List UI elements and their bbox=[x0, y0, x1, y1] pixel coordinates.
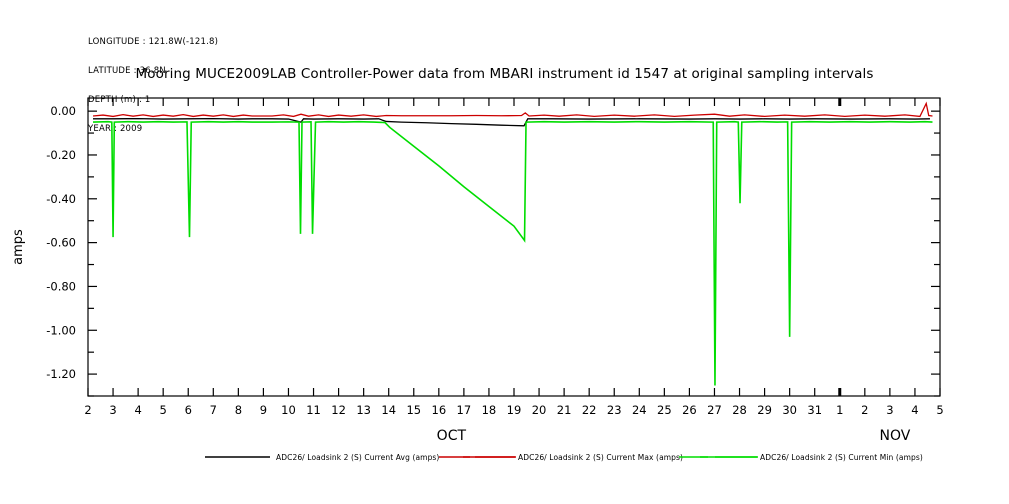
x-axis-tick-label: 7 bbox=[210, 403, 217, 417]
x-axis-tick-label: 14 bbox=[381, 403, 396, 417]
legend-label-min: ADC26/ Loadsink 2 (S) Current Min (amps) bbox=[760, 453, 923, 462]
plot-frame bbox=[87, 97, 941, 397]
x-axis-tick-label: 5 bbox=[936, 403, 943, 417]
x-axis-tick-label: 23 bbox=[607, 403, 622, 417]
x-axis-tick-label: 9 bbox=[260, 403, 267, 417]
x-axis-month-primary: OCT bbox=[437, 428, 467, 444]
longitude-text: LONGITUDE : 121.8W(-121.8) bbox=[88, 37, 219, 48]
x-axis-tick-label: 1 bbox=[836, 403, 843, 417]
y-axis-tick-label: -0.40 bbox=[46, 192, 76, 206]
y-axis-tick-label: 0.00 bbox=[50, 104, 76, 118]
x-axis-tick-label: 31 bbox=[807, 403, 822, 417]
x-axis-tick-label: 3 bbox=[109, 403, 116, 417]
x-axis-tick-label: 22 bbox=[582, 403, 597, 417]
x-axis-tick-label: 29 bbox=[757, 403, 772, 417]
x-axis-tick-label: 8 bbox=[235, 403, 242, 417]
x-axis-tick-label: 2 bbox=[861, 403, 868, 417]
series-line-max bbox=[92, 101, 933, 118]
x-axis-tick-label: 20 bbox=[532, 403, 547, 417]
y-axis-tick-label: -0.20 bbox=[46, 148, 76, 162]
x-axis-tick-label: 13 bbox=[356, 403, 371, 417]
x-axis-tick-label: 16 bbox=[432, 403, 447, 417]
y-axis-tick-label: -0.60 bbox=[46, 236, 76, 250]
x-axis-tick-label: 28 bbox=[732, 403, 747, 417]
x-axis-tick-label: 4 bbox=[134, 403, 141, 417]
x-axis-tick-label: 4 bbox=[911, 403, 918, 417]
x-axis-tick-label: 12 bbox=[331, 403, 346, 417]
y-axis-tick-label: -0.80 bbox=[46, 279, 76, 293]
legend-label-max: ADC26/ Loadsink 2 (S) Current Max (amps) bbox=[518, 453, 683, 462]
x-axis-tick-label: 6 bbox=[185, 403, 192, 417]
y-axis-title: amps bbox=[11, 229, 26, 265]
x-axis-tick-label: 19 bbox=[507, 403, 522, 417]
series-line-min bbox=[92, 120, 933, 386]
y-axis-tick-label: -1.00 bbox=[46, 323, 76, 337]
depth-text: DEPTH (m) : 1 bbox=[88, 94, 151, 105]
page-title: Mooring MUCE2009LAB Controller-Power dat… bbox=[135, 66, 874, 82]
x-axis-tick-label: 25 bbox=[657, 403, 672, 417]
x-axis-tick-label: 26 bbox=[682, 403, 697, 417]
x-axis-tick-label: 24 bbox=[632, 403, 647, 417]
x-axis-tick-label: 10 bbox=[281, 403, 296, 417]
legend-label-avg: ADC26/ Loadsink 2 (S) Current Avg (amps) bbox=[276, 453, 439, 462]
x-axis-tick-label: 27 bbox=[707, 403, 722, 417]
x-axis-tick-label: 11 bbox=[306, 403, 321, 417]
x-axis-month-secondary: NOV bbox=[879, 428, 910, 444]
x-axis-tick-label: 2 bbox=[84, 403, 91, 417]
x-axis-tick-label: 18 bbox=[482, 403, 497, 417]
year-text: YEAR : 2009 bbox=[88, 123, 143, 134]
y-axis-tick-label: -1.20 bbox=[46, 367, 76, 381]
x-axis-tick-label: 15 bbox=[406, 403, 421, 417]
x-axis-tick-label: 5 bbox=[160, 403, 167, 417]
station-metadata: LONGITUDE : 121.8W(-121.8) LATITUDE : 36… bbox=[88, 19, 218, 144]
x-axis-tick-label: 17 bbox=[457, 403, 472, 417]
latitude-text: LATITUDE : 36.8N bbox=[88, 65, 166, 76]
series-line-avg bbox=[93, 117, 930, 127]
x-axis-tick-label: 21 bbox=[557, 403, 572, 417]
x-axis-tick-label: 3 bbox=[886, 403, 893, 417]
x-axis-tick-label: 30 bbox=[782, 403, 797, 417]
